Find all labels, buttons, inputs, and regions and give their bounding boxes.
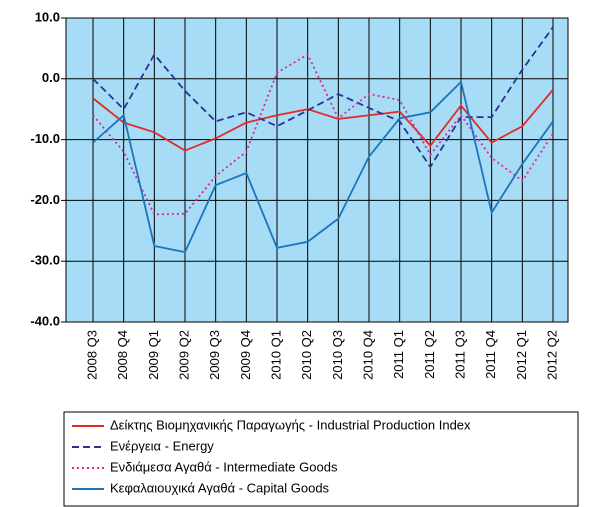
x-tick-label: 2011 Q1 — [391, 330, 406, 379]
x-tick-label: 2010 Q2 — [299, 330, 314, 380]
x-tick-label: 2010 Q1 — [268, 330, 283, 380]
x-tick-label: 2009 Q4 — [238, 330, 253, 380]
x-tick-label: 2009 Q3 — [207, 330, 222, 380]
y-tick-label: -40.0 — [30, 313, 60, 328]
plot-area — [66, 18, 568, 322]
x-tick-label: 2009 Q2 — [176, 330, 191, 380]
x-tick-label: 2011 Q4 — [483, 330, 498, 379]
legend-label: Δείκτης Βιομηχανικής Παραγωγής - Industr… — [110, 417, 471, 432]
x-tick-label: 2010 Q3 — [330, 330, 345, 380]
series-line — [92, 89, 554, 152]
plot-border — [65, 17, 569, 323]
y-tick-label: -10.0 — [30, 131, 60, 146]
series-line — [92, 80, 554, 254]
y-tick-label: 10.0 — [35, 9, 60, 24]
x-tick-label: 2012 Q2 — [544, 330, 559, 380]
x-tick-label: 2008 Q3 — [84, 330, 99, 380]
x-tick-label: 2012 Q1 — [514, 330, 529, 380]
y-tick-label: -30.0 — [30, 253, 60, 268]
y-tick-label: 0.0 — [42, 70, 60, 85]
x-tick-label: 2010 Q4 — [360, 330, 375, 380]
x-tick-label: 2009 Q1 — [146, 330, 161, 380]
legend-label: Ενέργεια - Energy — [110, 438, 214, 453]
x-tick-label: 2008 Q4 — [115, 330, 130, 380]
legend-label: Ενδιάμεσα Αγαθά - Intermediate Goods — [110, 459, 338, 474]
series-line — [92, 26, 554, 169]
series-line — [92, 53, 554, 216]
x-tick-label: 2011 Q3 — [452, 330, 467, 379]
legend-box — [63, 411, 579, 507]
x-tick-label: 2011 Q2 — [422, 330, 437, 379]
y-tick-label: -20.0 — [30, 192, 60, 207]
legend-label: Κεφαλαιουχικά Αγαθά - Capital Goods — [110, 480, 330, 495]
